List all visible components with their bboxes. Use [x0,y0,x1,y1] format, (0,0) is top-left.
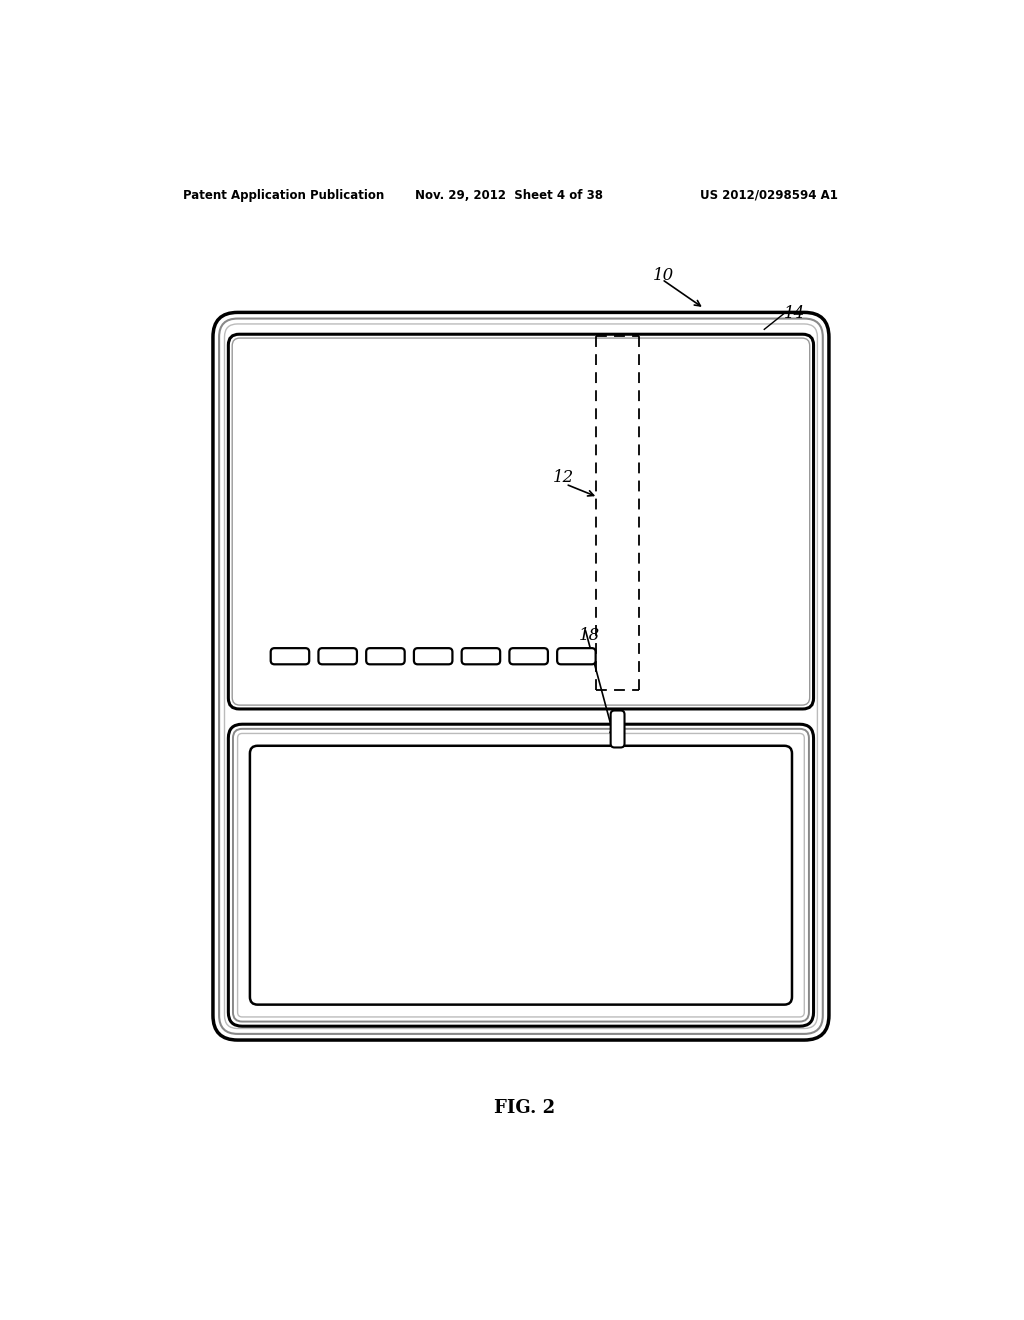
Text: 10: 10 [652,267,674,284]
FancyBboxPatch shape [610,710,625,747]
Text: US 2012/0298594 A1: US 2012/0298594 A1 [700,189,839,202]
FancyBboxPatch shape [509,648,548,664]
FancyBboxPatch shape [213,313,829,1040]
FancyBboxPatch shape [557,648,596,664]
Text: Patent Application Publication: Patent Application Publication [183,189,384,202]
Text: 12: 12 [553,470,573,487]
FancyBboxPatch shape [250,746,792,1005]
Text: Nov. 29, 2012  Sheet 4 of 38: Nov. 29, 2012 Sheet 4 of 38 [416,189,603,202]
FancyBboxPatch shape [232,338,810,705]
FancyBboxPatch shape [238,734,804,1016]
FancyBboxPatch shape [228,725,813,1026]
FancyBboxPatch shape [367,648,404,664]
FancyBboxPatch shape [224,323,817,1028]
Text: 18: 18 [579,627,600,644]
FancyBboxPatch shape [270,648,309,664]
FancyBboxPatch shape [462,648,500,664]
Text: 14: 14 [783,305,805,322]
FancyBboxPatch shape [219,318,823,1034]
FancyBboxPatch shape [228,334,813,709]
FancyBboxPatch shape [414,648,453,664]
FancyBboxPatch shape [233,729,809,1022]
FancyBboxPatch shape [318,648,357,664]
Text: FIG. 2: FIG. 2 [495,1098,555,1117]
